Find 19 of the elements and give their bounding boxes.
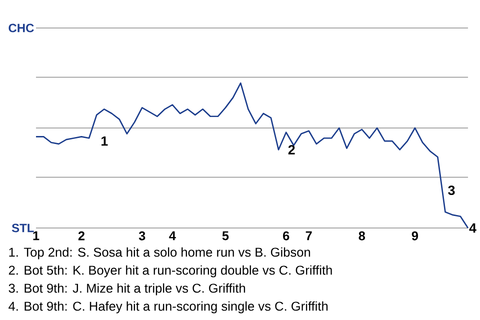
text: STL — [12, 224, 34, 232]
x-tick-label: 1 — [33, 231, 40, 240]
text: 1. Top 2nd: S. Sosa hit a solo home run vs B. Gibson — [9, 247, 310, 260]
x-tick-label: 9 — [412, 231, 418, 240]
x-tick-label: 3 — [138, 231, 146, 240]
x-tick-label: 4 — [169, 231, 176, 240]
text: 2. Bot 5th: K. Boyer hit a run-scoring double vs C. Griffith — [8, 265, 332, 278]
annotation: 3 — [448, 186, 455, 196]
text: 3. Bot 9th: J. Mize hit a triple vs C. Griffith — [8, 283, 246, 296]
annotation: 2 — [288, 145, 295, 154]
x-tick-label: 7 — [306, 231, 312, 240]
x-tick-label: 2 — [78, 231, 84, 240]
x-tick-label: 8 — [358, 231, 366, 240]
x-tick-label: 6 — [283, 231, 290, 240]
text: CHC — [8, 24, 34, 32]
annotation: 1 — [102, 136, 108, 146]
text: 4 — [469, 223, 476, 233]
text: 4. Bot 9th: C. Hafey hit a run-scoring single vs C. Griffith — [8, 301, 328, 314]
x-tick-label: 5 — [222, 231, 229, 240]
